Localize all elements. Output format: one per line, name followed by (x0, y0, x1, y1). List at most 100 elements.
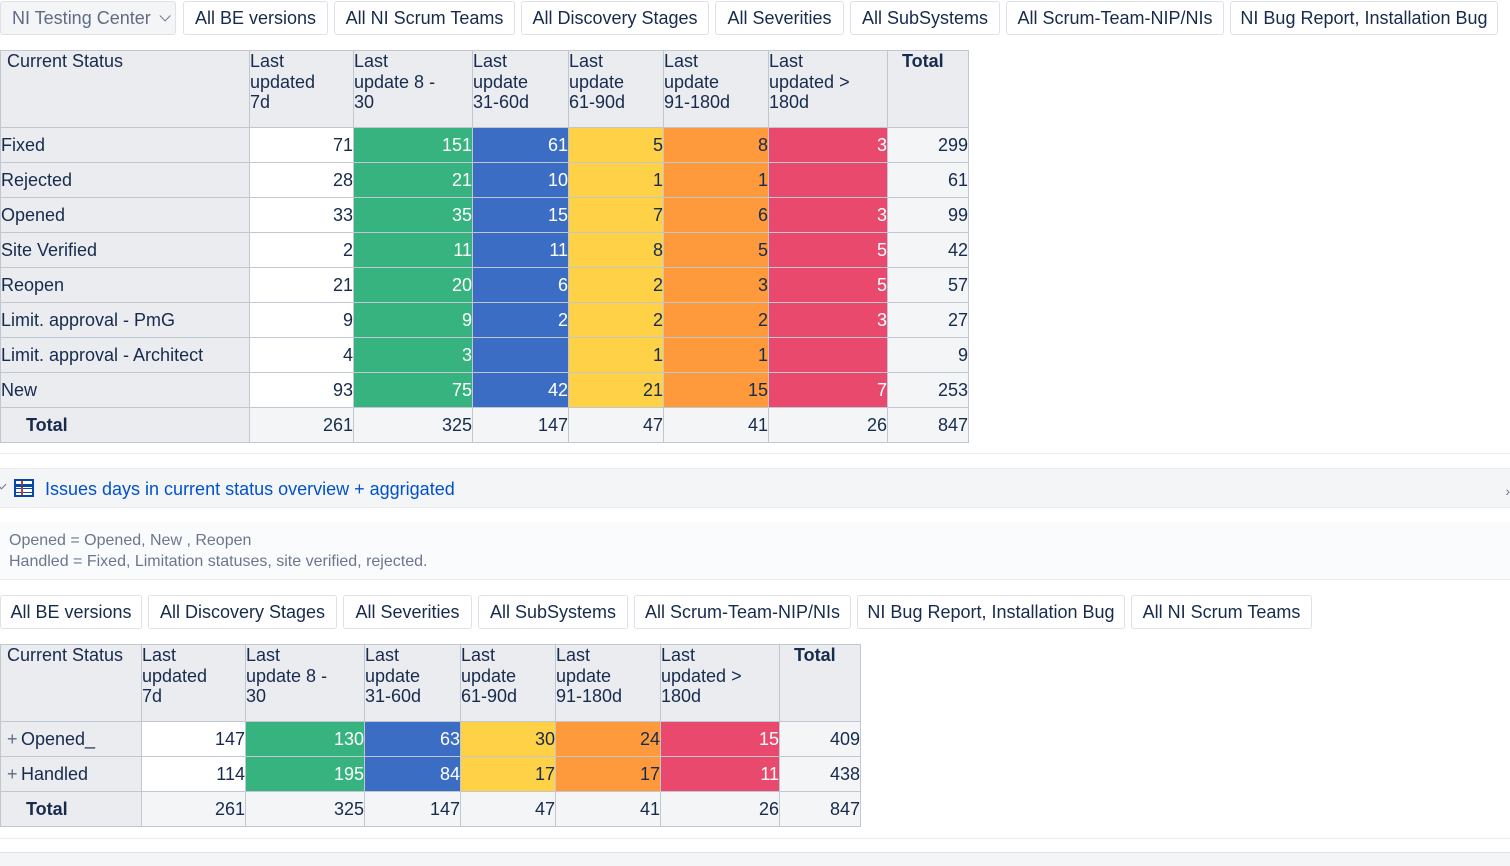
cell-value[interactable]: 63 (364, 721, 461, 757)
filter-be-versions[interactable]: All BE versions (0, 595, 142, 629)
row-total[interactable]: 99 (887, 197, 969, 233)
cell-value[interactable]: 84 (364, 756, 461, 792)
row-total[interactable]: 299 (887, 127, 969, 163)
column-total[interactable]: 47 (460, 791, 556, 827)
column-total[interactable]: 26 (768, 407, 888, 443)
filter-scrum-teams[interactable]: All NI Scrum Teams (1131, 595, 1312, 629)
cell-value[interactable]: 35 (353, 197, 473, 233)
column-header-status[interactable]: Current Status (0, 644, 142, 722)
row-total[interactable]: 9 (887, 337, 969, 373)
expand-icon[interactable]: + (7, 763, 18, 784)
cell-value[interactable]: 3 (768, 127, 888, 163)
cell-value[interactable]: 71 (249, 127, 354, 163)
cell-value[interactable]: 195 (245, 756, 365, 792)
column-total[interactable]: 147 (472, 407, 569, 443)
filter-testing-center[interactable]: NI Testing Center (0, 1, 176, 35)
filter-issue-types[interactable]: NI Bug Report, Installation Bug (857, 595, 1125, 629)
grand-total[interactable]: 847 (779, 791, 861, 827)
cell-value[interactable]: 2 (472, 302, 569, 338)
filter-severities[interactable]: All Severities (343, 595, 472, 629)
cell-value[interactable]: 4 (249, 337, 354, 373)
cell-value[interactable]: 7 (768, 372, 888, 408)
cell-value[interactable]: 8 (568, 232, 664, 268)
cell-value[interactable]: 1 (663, 337, 769, 373)
cell-value[interactable]: 1 (568, 337, 664, 373)
cell-value[interactable]: 93 (249, 372, 354, 408)
column-total[interactable]: 325 (353, 407, 473, 443)
column-total[interactable]: 147 (364, 791, 461, 827)
cell-value[interactable]: 2 (249, 232, 354, 268)
column-header-7d[interactable]: Last updated 7d (141, 644, 246, 722)
cell-value[interactable]: 2 (568, 302, 664, 338)
cell-value[interactable]: 15 (660, 721, 780, 757)
column-header-total[interactable]: Total (779, 644, 861, 722)
column-header-31-60[interactable]: Last update 31-60d (364, 644, 461, 722)
filter-discovery-stages[interactable]: All Discovery Stages (521, 1, 709, 35)
chevron-right-icon[interactable]: › (1505, 483, 1510, 499)
cell-value[interactable]: 2 (663, 302, 769, 338)
cell-value[interactable]: 9 (353, 302, 473, 338)
row-total[interactable]: 27 (887, 302, 969, 338)
cell-value[interactable]: 21 (249, 267, 354, 303)
filter-scrum-teams[interactable]: All NI Scrum Teams (334, 1, 515, 35)
row-total[interactable]: 61 (887, 162, 969, 198)
cell-value[interactable]: 5 (768, 267, 888, 303)
cell-value[interactable]: 21 (353, 162, 473, 198)
cell-value[interactable]: 5 (768, 232, 888, 268)
cell-value[interactable]: 5 (568, 127, 664, 163)
row-total[interactable]: 438 (779, 756, 861, 792)
cell-value[interactable]: 24 (555, 721, 661, 757)
cell-value[interactable]: 151 (353, 127, 473, 163)
row-label[interactable]: Limit. approval - PmG (0, 302, 250, 338)
cell-value[interactable]: 3 (353, 337, 473, 373)
cell-value[interactable]: 3 (768, 197, 888, 233)
filter-scrum-team-nip[interactable]: All Scrum-Team-NIP/NIs (634, 595, 851, 629)
cell-value[interactable]: 130 (245, 721, 365, 757)
cell-value[interactable] (472, 337, 569, 373)
cell-value[interactable]: 21 (568, 372, 664, 408)
column-header-total[interactable]: Total (887, 50, 969, 128)
column-total[interactable]: 325 (245, 791, 365, 827)
filter-severities[interactable]: All Severities (715, 1, 844, 35)
row-label[interactable]: Limit. approval - Architect (0, 337, 250, 373)
filter-subsystems[interactable]: All SubSystems (478, 595, 628, 629)
column-header-61-90[interactable]: Last update 61-90d (568, 50, 664, 128)
row-label[interactable]: Site Verified (0, 232, 250, 268)
cell-value[interactable]: 3 (768, 302, 888, 338)
cell-value[interactable]: 28 (249, 162, 354, 198)
column-header-8-30[interactable]: Last update 8 - 30 (245, 644, 365, 722)
cell-value[interactable]: 6 (472, 267, 569, 303)
column-total[interactable]: 261 (249, 407, 354, 443)
filter-be-versions[interactable]: All BE versions (183, 1, 328, 35)
cell-value[interactable]: 30 (460, 721, 556, 757)
cell-value[interactable]: 17 (460, 756, 556, 792)
cell-value[interactable]: 1 (663, 162, 769, 198)
row-label[interactable]: + Opened_ (0, 721, 142, 757)
row-label[interactable]: + Handled (0, 756, 142, 792)
column-header-status[interactable]: Current Status (0, 50, 250, 128)
filter-issue-types[interactable]: NI Bug Report, Installation Bug (1230, 1, 1498, 35)
column-total[interactable]: 41 (663, 407, 769, 443)
cell-value[interactable]: 75 (353, 372, 473, 408)
cell-value[interactable]: 3 (663, 267, 769, 303)
row-label[interactable]: Fixed (0, 127, 250, 163)
cell-value[interactable]: 33 (249, 197, 354, 233)
filter-discovery-stages[interactable]: All Discovery Stages (148, 595, 337, 629)
cell-value[interactable]: 114 (141, 756, 246, 792)
row-label[interactable]: Reopen (0, 267, 250, 303)
cell-value[interactable]: 147 (141, 721, 246, 757)
cell-value[interactable]: 17 (555, 756, 661, 792)
expand-icon[interactable]: + (7, 728, 18, 749)
cell-value[interactable] (768, 337, 888, 373)
column-header-91-180[interactable]: Last update 91-180d (663, 50, 769, 128)
cell-value[interactable]: 11 (472, 232, 569, 268)
cell-value[interactable]: 10 (472, 162, 569, 198)
column-header-180plus[interactable]: Last updated > 180d (660, 644, 780, 722)
column-total[interactable]: 26 (660, 791, 780, 827)
column-total[interactable]: 261 (141, 791, 246, 827)
cell-value[interactable]: 1 (568, 162, 664, 198)
cell-value[interactable]: 2 (568, 267, 664, 303)
row-total[interactable]: 253 (887, 372, 969, 408)
column-total[interactable]: 41 (555, 791, 661, 827)
grand-total[interactable]: 847 (887, 407, 969, 443)
